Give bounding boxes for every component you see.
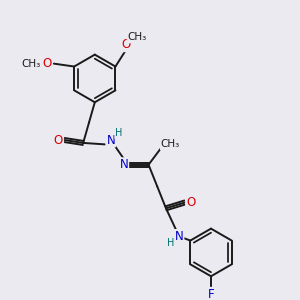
Text: O: O xyxy=(121,38,130,51)
Text: CH₃: CH₃ xyxy=(21,58,40,69)
Text: N: N xyxy=(175,230,183,243)
Text: N: N xyxy=(106,134,115,146)
Text: CH₃: CH₃ xyxy=(161,140,180,149)
Text: O: O xyxy=(186,196,195,209)
Text: H: H xyxy=(167,238,175,248)
Text: O: O xyxy=(54,134,63,146)
Text: CH₃: CH₃ xyxy=(128,32,147,43)
Text: N: N xyxy=(119,158,128,171)
Text: F: F xyxy=(208,288,214,300)
Text: H: H xyxy=(115,128,123,138)
Text: O: O xyxy=(42,57,51,70)
